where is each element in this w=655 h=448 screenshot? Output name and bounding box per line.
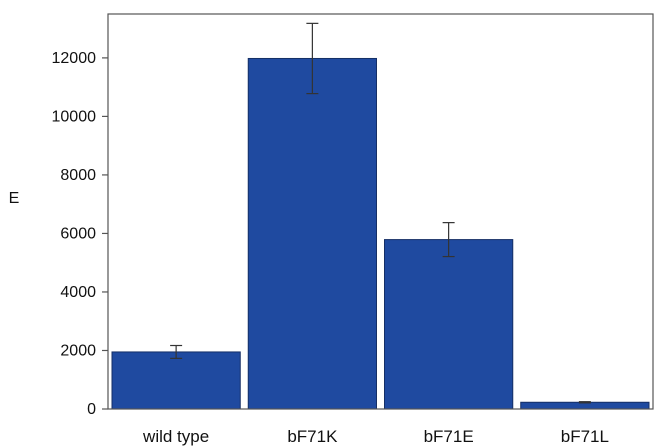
y-tick-label: 12000 xyxy=(52,50,97,67)
error-bar xyxy=(578,401,591,404)
y-tick-label: 0 xyxy=(87,401,96,418)
y-tick-label: 2000 xyxy=(60,342,96,359)
error-bar xyxy=(306,22,319,95)
bars xyxy=(111,57,650,410)
y-tick-label: 10000 xyxy=(52,108,97,125)
plot-frame xyxy=(107,13,654,410)
error-bar xyxy=(442,222,455,258)
bar xyxy=(111,351,241,410)
error-bar xyxy=(170,344,183,359)
bar xyxy=(247,57,377,410)
x-tick-label: bF71L xyxy=(561,427,609,446)
y-axis-title: E xyxy=(9,190,20,207)
x-tick-label: wild type xyxy=(142,427,209,446)
y-tick-label: 4000 xyxy=(60,284,96,301)
error-bars xyxy=(170,22,591,404)
y-tick-label: 6000 xyxy=(60,225,96,242)
bar xyxy=(384,239,514,410)
y-axis-ticks: 0 2000 4000 6000 8000 10000 12000 xyxy=(52,50,108,418)
x-tick-label: bF71E xyxy=(424,427,474,446)
y-tick-label: 8000 xyxy=(60,167,96,184)
x-tick-label: bF71K xyxy=(287,427,338,446)
x-axis-labels: wild type bF71K bF71E bF71L xyxy=(142,427,609,446)
